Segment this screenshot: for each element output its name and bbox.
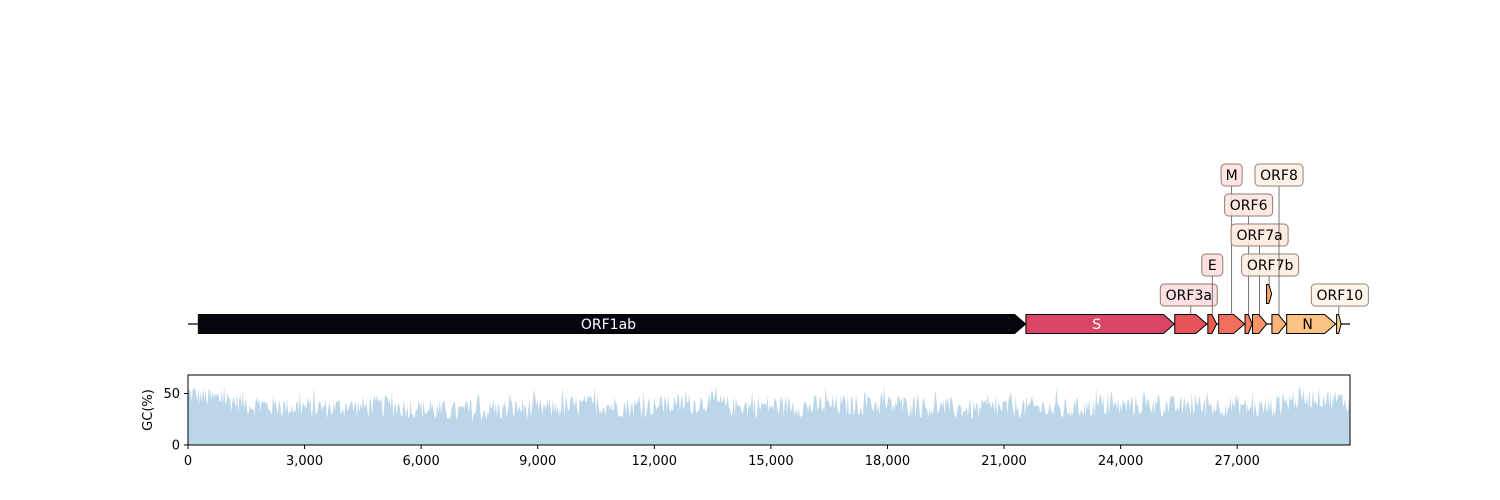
gene-arrow-orf6 [1244,314,1253,334]
gene-arrow-orf3a [1174,314,1208,334]
gene-arrow-n [1286,314,1337,334]
gene-arrow-orf8 [1271,314,1287,334]
gene-label-orf3a: ORF3a [1166,288,1212,304]
gc-xtick-label: 12,000 [632,454,678,469]
gc-area-group [188,385,1350,445]
gene-arrow-m [1218,314,1246,334]
gene-label-tint-orf6 [1224,194,1273,216]
gene-label-orf7b: ORF7b [1247,258,1294,274]
gene-label-tint-orf10 [1311,284,1369,306]
gene-arrow-orf7a [1252,314,1268,334]
gene-map: ORF1ab S ORF3a E M ORF6 ORF7a ORF7b ORF8 N ORF10 [188,163,1369,334]
gene-label-orf7a: ORF7a [1236,228,1282,244]
gc-plot-frame [187,374,1351,446]
gc-y-axis: 0 50 [163,387,188,454]
gc-xtick-label: 6,000 [403,454,440,469]
gc-xtick-label: 24,000 [1098,454,1144,469]
gene-label-e: E [1208,258,1217,274]
gene-arrow-orf1ab [197,314,1027,334]
gc-xtick-label: 27,000 [1214,454,1260,469]
gene-label-tint-orf8 [1255,164,1304,186]
gc-xtick-label: 0 [184,454,192,469]
gc-content-plot: 0 50 0 3,000 6,000 9,000 12,000 15,000 18,000 21… [141,374,1351,469]
gene-label-box-e [1201,253,1224,277]
gene-label-s: S [1092,317,1101,333]
gc-y-axis-label: GC(%) [141,389,156,431]
gene-arrow-orf10 [1336,314,1342,334]
gene-label-tint-orf7b [1241,254,1299,276]
gene-label-tint-orf3a [1160,284,1218,306]
gene-label-box-orf6 [1224,193,1274,217]
gene-label-orf8: ORF8 [1260,168,1298,184]
gene-label-box-m [1220,163,1243,187]
gene-label-tint-orf7a [1231,224,1289,246]
gene-label-n: N [1302,317,1312,333]
gene-arrow-orf7b [1266,284,1273,304]
gc-ytick-label: 0 [172,439,180,454]
gene-label-orf10: ORF10 [1317,288,1364,304]
gc-xtick-label: 18,000 [865,454,911,469]
gene-arrow-s [1025,314,1176,334]
gene-label-tint-m [1221,164,1243,186]
gc-ytick-label: 50 [163,387,180,402]
gene-label-m: M [1226,168,1238,184]
gene-label-box-orf8 [1254,163,1304,187]
gc-xtick-label: 9,000 [519,454,556,469]
gc-xtick-label: 15,000 [748,454,794,469]
gene-arrow-e [1207,314,1218,334]
gene-label-box-orf7b [1241,253,1300,277]
gc-xtick-label: 3,000 [286,454,323,469]
gc-x-axis: 0 3,000 6,000 9,000 12,000 15,000 18,000 21,000… [184,445,1260,469]
gene-label-box-orf7a [1230,223,1289,247]
gene-label-tint-e [1201,254,1223,276]
gene-label-orf6: ORF6 [1230,198,1268,214]
gene-label-box-orf10 [1310,283,1369,307]
gc-xtick-label: 21,000 [981,454,1027,469]
gc-area [188,385,1350,445]
gene-label-box-orf3a [1159,283,1218,307]
gene-label-orf1ab: ORF1ab [581,317,636,333]
